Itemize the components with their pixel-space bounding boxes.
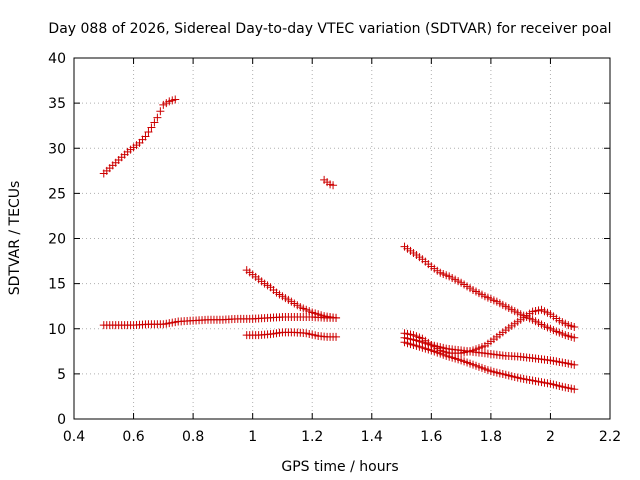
- x-tick-label: 1: [248, 429, 257, 445]
- data-markers: [99, 95, 579, 394]
- data-point-arc-1: [147, 123, 156, 132]
- x-tick-label: 2: [546, 429, 555, 445]
- data-point-arc-1: [171, 95, 180, 104]
- data-point-arc-1: [156, 107, 165, 116]
- y-tick-label: 15: [48, 277, 66, 293]
- grid-lines: [74, 58, 610, 419]
- x-tick-label: 1.2: [301, 429, 323, 445]
- data-point-arc-7: [570, 322, 579, 331]
- y-tick-label: 5: [57, 367, 66, 383]
- data-point-arc-4: [332, 332, 341, 341]
- y-tick-label: 10: [48, 322, 66, 338]
- x-tick-label: 2.2: [599, 429, 621, 445]
- x-tick-label: 0.8: [182, 429, 204, 445]
- y-tick-label: 35: [48, 96, 66, 112]
- data-point-arc-6: [570, 333, 579, 342]
- data-point-arc-9: [570, 385, 579, 394]
- data-point-arc-1: [141, 132, 150, 141]
- chart-title: Day 088 of 2026, Sidereal Day-to-day VTE…: [48, 21, 611, 37]
- y-axis-label: SDTVAR / TECUs: [7, 181, 23, 296]
- data-point-arc-1: [150, 118, 159, 127]
- y-tick-label: 20: [48, 232, 66, 248]
- y-tick-label: 0: [57, 412, 66, 428]
- x-axis-label: GPS time / hours: [281, 459, 398, 475]
- x-tick-label: 1.8: [480, 429, 502, 445]
- tick-labels: 0.4 0.6 0.8 1 1.2 1.4 1.6 1.8 2 2.2 0 5 10 15 20 25 30 35…: [48, 51, 621, 445]
- y-tick-label: 40: [48, 51, 66, 67]
- data-point-arc-3: [332, 313, 341, 322]
- y-tick-label: 30: [48, 141, 66, 157]
- data-point-arc-1: [153, 113, 162, 122]
- data-point-arc-1: [144, 128, 153, 137]
- x-tick-label: 0.6: [122, 429, 144, 445]
- data-point-arc-5: [329, 181, 338, 190]
- x-tick-label: 1.4: [361, 429, 383, 445]
- data-point-arc-8: [570, 360, 579, 369]
- x-tick-label: 0.4: [63, 429, 85, 445]
- x-tick-label: 1.6: [420, 429, 442, 445]
- axis-ticks: [73, 57, 611, 420]
- y-tick-label: 25: [48, 186, 66, 202]
